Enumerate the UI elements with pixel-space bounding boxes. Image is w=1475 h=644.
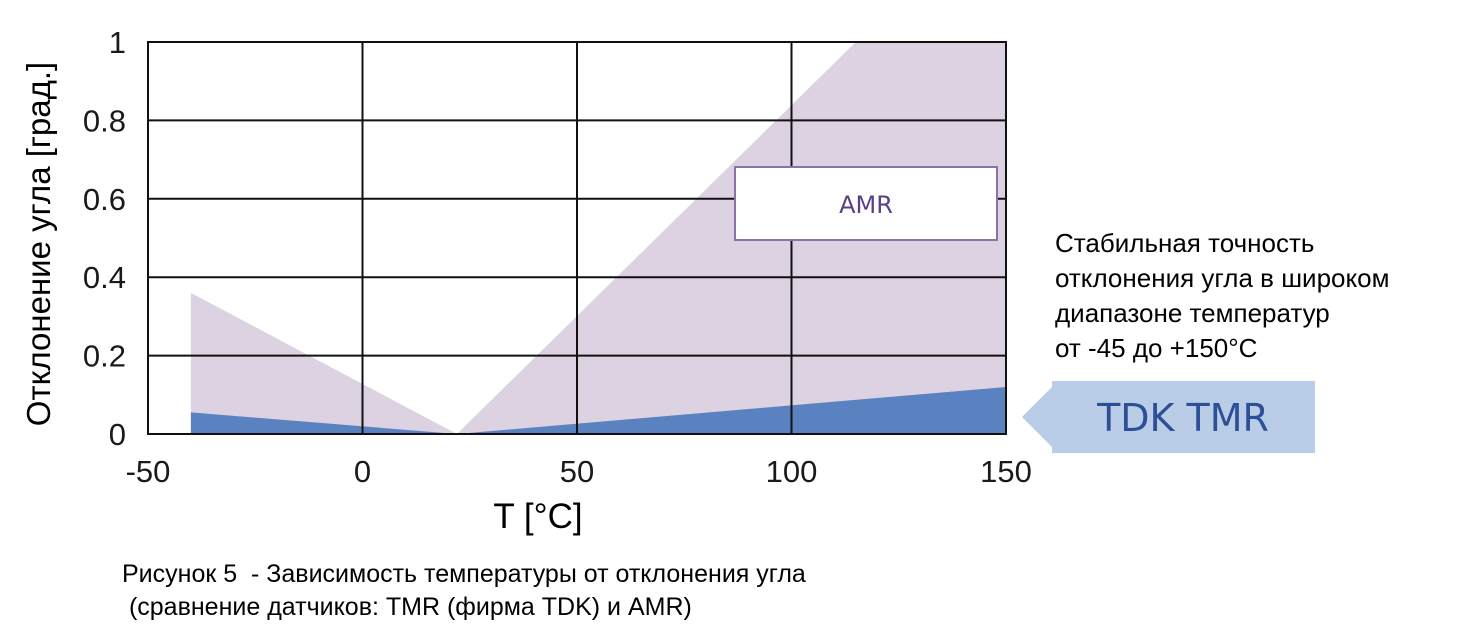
note-line: диапазоне температур bbox=[1055, 298, 1330, 328]
x-axis-title: T [°C] bbox=[493, 497, 582, 536]
x-tick-label: 150 bbox=[980, 454, 1032, 489]
tmr-label-pointer bbox=[1022, 387, 1052, 447]
caption-line: (сравнение датчиков: TMR (фирма TDK) и A… bbox=[122, 593, 692, 621]
y-tick-label: 0.2 bbox=[83, 339, 126, 374]
y-tick-label: 0.8 bbox=[83, 103, 126, 138]
amr-label: AMR bbox=[839, 191, 893, 219]
note-line: отклонения угла в широком bbox=[1055, 263, 1390, 293]
series-areas bbox=[190, 42, 1006, 434]
figure-caption: Рисунок 5 - Зависимость температуры от о… bbox=[122, 558, 806, 624]
series-labels: AMR TDK TMR bbox=[734, 166, 1315, 453]
note-line: Стабильная точность bbox=[1055, 228, 1315, 258]
y-axis-title: Отклонение угла [град.] bbox=[20, 62, 57, 426]
y-tick-label: 0.6 bbox=[83, 182, 126, 217]
x-tick-label: 100 bbox=[766, 454, 818, 489]
caption-line: Рисунок 5 - Зависимость температуры от о… bbox=[122, 560, 806, 588]
amr-label-box bbox=[734, 166, 998, 241]
tmr-label-box bbox=[1052, 381, 1315, 453]
note-line: от -45 до +150°С bbox=[1055, 333, 1258, 363]
plot-frame bbox=[147, 41, 1007, 435]
axis-titles: T [°C] Отклонение угла [град.] bbox=[20, 62, 583, 536]
tmr-area bbox=[190, 387, 1006, 434]
y-tick-label: 0.4 bbox=[83, 260, 126, 295]
x-tick-label: 50 bbox=[560, 454, 594, 489]
tmr-label: TDK TMR bbox=[1096, 396, 1269, 440]
x-tick-label: -50 bbox=[126, 454, 171, 489]
amr-area bbox=[190, 42, 1006, 434]
y-tick-label: 0 bbox=[109, 417, 126, 452]
y-tick-label: 1 bbox=[109, 25, 126, 60]
stability-note: Стабильная точность отклонения угла в ши… bbox=[1055, 226, 1390, 366]
x-tick-label: 0 bbox=[354, 454, 371, 489]
